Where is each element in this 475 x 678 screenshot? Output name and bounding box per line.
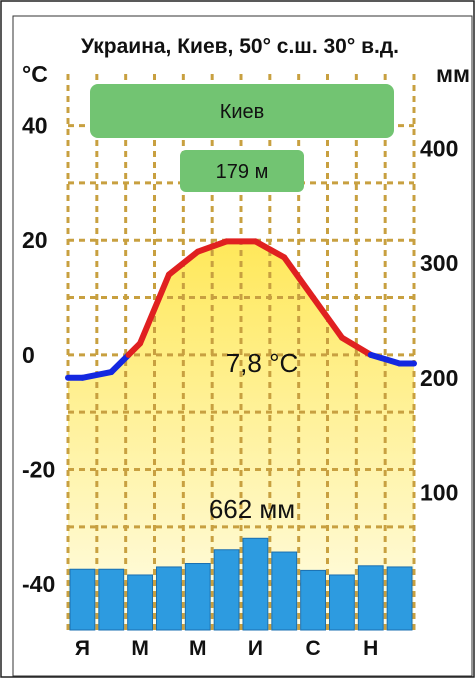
precipitation-axis-ticks: 100 200 300 400 (420, 136, 458, 506)
temperature-unit-label: °C (22, 61, 48, 87)
month-tick-label: Н (363, 637, 378, 660)
temperature-segment-cold (108, 351, 132, 376)
month-tick-label: И (248, 637, 263, 660)
precipitation-bar (69, 568, 96, 631)
precipitation-tick-label: 300 (420, 250, 458, 276)
temperature-segment-warm (338, 334, 374, 358)
precipitation-bar (156, 566, 182, 631)
month-tick-label: М (131, 637, 149, 660)
annual-precipitation: 662 мм (209, 494, 295, 524)
temperature-segment-warm (310, 294, 345, 341)
month-tick-label: М (189, 637, 207, 660)
temperature-segment-warm (252, 238, 288, 261)
precipitation-bars (69, 537, 413, 631)
temperature-segment-warm (281, 254, 317, 301)
precipitation-bar (127, 574, 153, 631)
month-tick-label: С (305, 637, 320, 660)
precipitation-bar (271, 551, 298, 631)
temperature-line (65, 238, 417, 381)
precipitation-bar (300, 569, 326, 631)
temperature-segment-cold (367, 351, 403, 367)
precipitation-tick-label: 200 (420, 365, 458, 391)
station-name: Киев (220, 101, 265, 123)
precipitation-bar (98, 568, 125, 631)
precipitation-tick-label: 100 (420, 479, 458, 505)
temperature-tick-label: 0 (22, 342, 35, 368)
chart-title: Украина, Киев, 50° с.ш. 30° в.д. (81, 35, 399, 58)
precipitation-unit-label: мм (436, 61, 470, 87)
precipitation-bar (213, 549, 240, 631)
temperature-segment-warm (137, 271, 172, 347)
precipitation-bar (386, 566, 413, 631)
station-name-box (90, 84, 394, 138)
elevation-box (180, 150, 304, 192)
temperature-tick-label: 40 (22, 113, 48, 139)
temperature-segment-cold (79, 369, 115, 381)
temperature-segment-warm (165, 248, 201, 278)
month-tick-label: Я (75, 637, 90, 660)
temperature-tick-label: -40 (22, 571, 55, 597)
annual-mean-temperature: 7,8 °C (226, 348, 299, 378)
precipitation-tick-label: 400 (420, 136, 458, 162)
temperature-axis-ticks: -40 -20 0 20 40 (22, 113, 55, 598)
temperature-tick-label: 20 (22, 227, 48, 253)
temperature-tick-label: -20 (22, 457, 55, 483)
temperature-segment-warm (194, 238, 230, 255)
inner-frame (12, 15, 473, 677)
precipitation-bar (357, 565, 384, 631)
precipitation-bar (329, 574, 355, 631)
precipitation-bar (184, 563, 211, 631)
station-elevation: 179 м (216, 161, 269, 183)
precipitation-bar (242, 537, 269, 631)
